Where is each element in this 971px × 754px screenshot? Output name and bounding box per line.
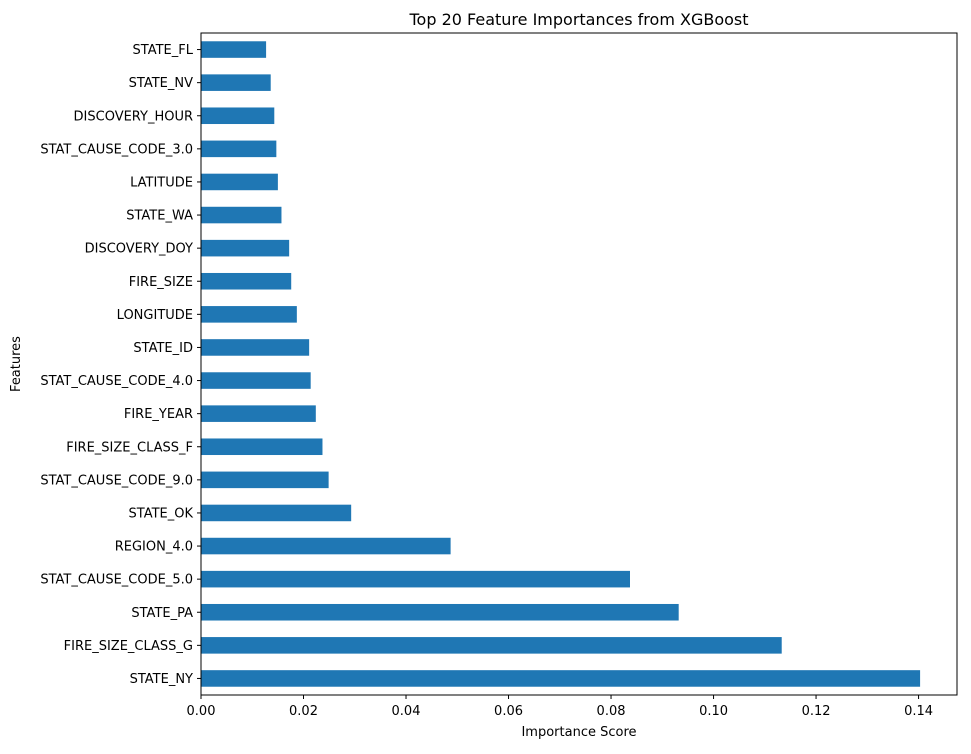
plot-frame [200, 32, 958, 696]
x-tick-label: 0.06 [494, 704, 523, 719]
y-tick-label: REGION_4.0 [115, 540, 193, 555]
x-tick-label: 0.08 [597, 704, 626, 719]
bar-stat-cause-code-4-0 [201, 372, 311, 389]
x-tick-label: 0.02 [289, 704, 318, 719]
y-tick-label: FIRE_SIZE [129, 275, 193, 290]
y-tick-label: STATE_WA [126, 209, 193, 224]
y-tick-label: FIRE_YEAR [124, 407, 193, 422]
y-tick-label: STATE_OK [129, 506, 194, 521]
bar-state-ok [201, 504, 352, 522]
x-axis-label: Importance Score [521, 725, 636, 740]
bar-state-fl [201, 41, 267, 58]
y-tick-label: DISCOVERY_DOY [85, 242, 193, 257]
bar-longitude [201, 306, 297, 323]
bar-state-id [201, 339, 310, 356]
bar-state-wa [201, 206, 282, 224]
bar-fire-size-class-f [201, 438, 323, 456]
y-tick-label: DISCOVERY_HOUR [74, 109, 193, 124]
y-tick-label: STATE_NY [130, 672, 193, 687]
bar-state-ny [201, 670, 921, 687]
y-tick-label: STATE_FL [133, 43, 194, 58]
bar-discovery-doy [201, 239, 290, 257]
bar-stat-cause-code-5-0 [201, 570, 630, 588]
y-tick-label: FIRE_SIZE_CLASS_F [66, 440, 193, 455]
y-tick-label: STAT_CAUSE_CODE_5.0 [40, 573, 193, 588]
y-tick-label: LATITUDE [130, 175, 193, 190]
y-tick-label: STAT_CAUSE_CODE_3.0 [40, 142, 193, 157]
y-tick-label: STATE_ID [133, 341, 193, 356]
y-tick-label: STATE_NV [129, 76, 193, 91]
x-tick-label: 0.14 [904, 704, 933, 719]
x-tick-label: 0.04 [392, 704, 421, 719]
bar-stat-cause-code-9-0 [201, 471, 329, 489]
bar-region-4-0 [201, 537, 451, 555]
y-tick-label: STATE_PA [131, 606, 193, 621]
bar-state-pa [201, 603, 679, 621]
bar-state-nv [201, 74, 271, 91]
bar-fire-size [201, 272, 292, 290]
bar-stat-cause-code-3-0 [201, 140, 277, 158]
y-axis-label: Features [9, 336, 24, 392]
bar-latitude [201, 173, 278, 191]
y-tick-label: STAT_CAUSE_CODE_9.0 [40, 473, 193, 488]
x-tick-label: 0.10 [699, 704, 728, 719]
chart-title: Top 20 Feature Importances from XGBoost [408, 10, 748, 29]
x-tick-label: 0.12 [802, 704, 831, 719]
y-tick-label: FIRE_SIZE_CLASS_G [64, 639, 193, 654]
bar-fire-size-class-g [201, 637, 782, 654]
bar-discovery-hour [201, 107, 275, 125]
bar-fire-year [201, 405, 316, 422]
y-tick-label: STAT_CAUSE_CODE_4.0 [40, 374, 193, 389]
x-tick-label: 0.00 [187, 704, 216, 719]
y-tick-label: LONGITUDE [117, 308, 193, 323]
